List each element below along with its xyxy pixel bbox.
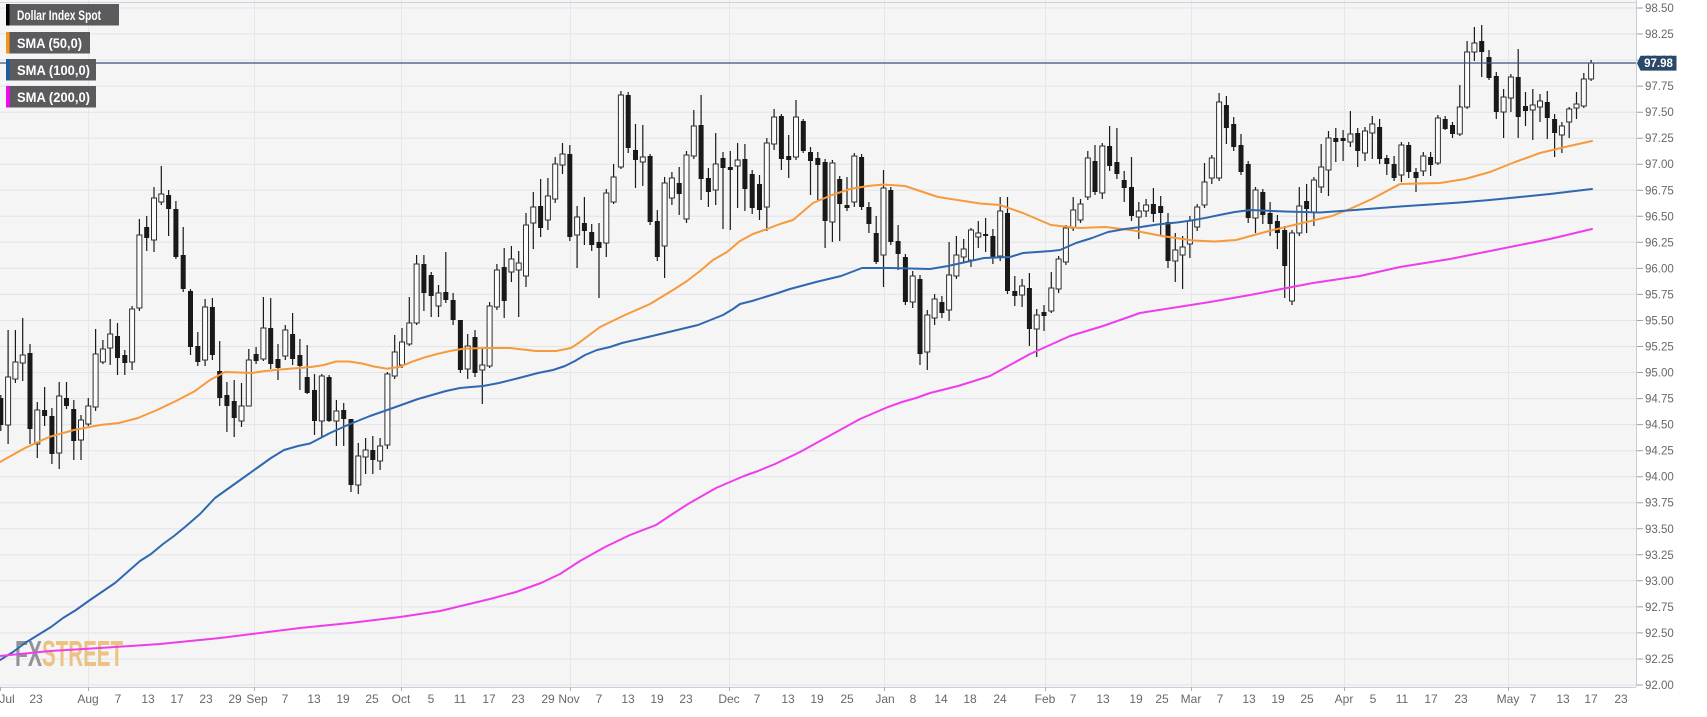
- svg-text:97.98: 97.98: [1644, 58, 1673, 70]
- svg-text:5: 5: [428, 692, 435, 706]
- svg-text:96.25: 96.25: [1645, 237, 1674, 249]
- svg-text:19: 19: [810, 692, 824, 706]
- svg-text:94.25: 94.25: [1645, 446, 1674, 458]
- svg-text:23: 23: [199, 692, 213, 706]
- svg-text:25: 25: [1300, 692, 1314, 706]
- svg-text:94.00: 94.00: [1645, 472, 1674, 484]
- svg-text:SMA (100,0): SMA (100,0): [17, 62, 90, 78]
- svg-text:19: 19: [650, 692, 664, 706]
- svg-text:17: 17: [1424, 692, 1438, 706]
- svg-text:29: 29: [541, 692, 555, 706]
- svg-text:Dec: Dec: [718, 692, 739, 706]
- svg-text:Sep: Sep: [246, 692, 268, 706]
- svg-text:94.50: 94.50: [1645, 420, 1674, 432]
- svg-text:13: 13: [307, 692, 321, 706]
- svg-text:Apr: Apr: [1335, 692, 1354, 706]
- svg-text:93.00: 93.00: [1645, 576, 1674, 588]
- svg-text:96.75: 96.75: [1645, 185, 1674, 197]
- svg-text:STREET: STREET: [42, 633, 123, 674]
- svg-text:Oct: Oct: [392, 692, 411, 706]
- svg-text:17: 17: [170, 692, 184, 706]
- svg-text:23: 23: [1454, 692, 1468, 706]
- svg-text:7: 7: [115, 692, 122, 706]
- svg-text:7: 7: [1070, 692, 1077, 706]
- svg-text:25: 25: [1155, 692, 1169, 706]
- svg-text:May: May: [1497, 692, 1520, 706]
- svg-text:13: 13: [141, 692, 155, 706]
- svg-text:24: 24: [993, 692, 1007, 706]
- svg-text:98.50: 98.50: [1645, 3, 1674, 15]
- svg-text:92.75: 92.75: [1645, 602, 1674, 614]
- svg-text:SMA (50,0): SMA (50,0): [17, 35, 82, 51]
- svg-text:19: 19: [1271, 692, 1285, 706]
- svg-text:7: 7: [282, 692, 289, 706]
- svg-text:Aug: Aug: [77, 692, 98, 706]
- svg-text:23: 23: [1614, 692, 1628, 706]
- svg-text:92.50: 92.50: [1645, 628, 1674, 640]
- svg-text:96.00: 96.00: [1645, 263, 1674, 275]
- svg-text:25: 25: [840, 692, 854, 706]
- svg-text:18: 18: [963, 692, 977, 706]
- svg-text:95.25: 95.25: [1645, 342, 1674, 354]
- svg-text:13: 13: [621, 692, 635, 706]
- svg-text:97.50: 97.50: [1645, 107, 1674, 119]
- svg-text:95.50: 95.50: [1645, 316, 1674, 328]
- svg-text:93.75: 93.75: [1645, 498, 1674, 510]
- svg-text:Mar: Mar: [1181, 692, 1202, 706]
- svg-text:19: 19: [1129, 692, 1143, 706]
- svg-text:92.00: 92.00: [1645, 680, 1674, 692]
- svg-text:7: 7: [754, 692, 761, 706]
- svg-text:Jul: Jul: [0, 692, 15, 706]
- svg-text:93.25: 93.25: [1645, 550, 1674, 562]
- svg-text:13: 13: [781, 692, 795, 706]
- svg-text:Jan: Jan: [875, 692, 894, 706]
- svg-text:SMA (200,0): SMA (200,0): [17, 89, 90, 105]
- svg-text:25: 25: [365, 692, 379, 706]
- svg-text:92.25: 92.25: [1645, 654, 1674, 666]
- svg-text:13: 13: [1096, 692, 1110, 706]
- svg-text:97.75: 97.75: [1645, 81, 1674, 93]
- svg-text:19: 19: [336, 692, 350, 706]
- svg-text:17: 17: [1584, 692, 1598, 706]
- svg-text:13: 13: [1556, 692, 1570, 706]
- svg-text:5: 5: [1370, 692, 1377, 706]
- svg-text:96.50: 96.50: [1645, 211, 1674, 223]
- svg-text:93.50: 93.50: [1645, 524, 1674, 536]
- svg-text:11: 11: [454, 692, 467, 706]
- svg-text:13: 13: [1242, 692, 1256, 706]
- svg-text:98.25: 98.25: [1645, 29, 1674, 41]
- svg-text:Feb: Feb: [1035, 692, 1056, 706]
- svg-text:7: 7: [1217, 692, 1224, 706]
- svg-text:23: 23: [29, 692, 43, 706]
- svg-text:Nov: Nov: [558, 692, 579, 706]
- svg-text:97.25: 97.25: [1645, 133, 1674, 145]
- svg-text:17: 17: [482, 692, 496, 706]
- svg-text:23: 23: [511, 692, 525, 706]
- svg-text:11: 11: [1396, 692, 1409, 706]
- svg-text:95.00: 95.00: [1645, 368, 1674, 380]
- svg-text:95.75: 95.75: [1645, 289, 1674, 301]
- svg-text:Dollar Index Spot: Dollar Index Spot: [17, 7, 101, 23]
- svg-text:7: 7: [596, 692, 603, 706]
- svg-text:23: 23: [679, 692, 693, 706]
- svg-text:97.00: 97.00: [1645, 159, 1674, 171]
- svg-text:8: 8: [910, 692, 917, 706]
- svg-text:7: 7: [1530, 692, 1537, 706]
- svg-text:29: 29: [228, 692, 242, 706]
- svg-text:94.75: 94.75: [1645, 394, 1674, 406]
- svg-text:14: 14: [934, 692, 948, 706]
